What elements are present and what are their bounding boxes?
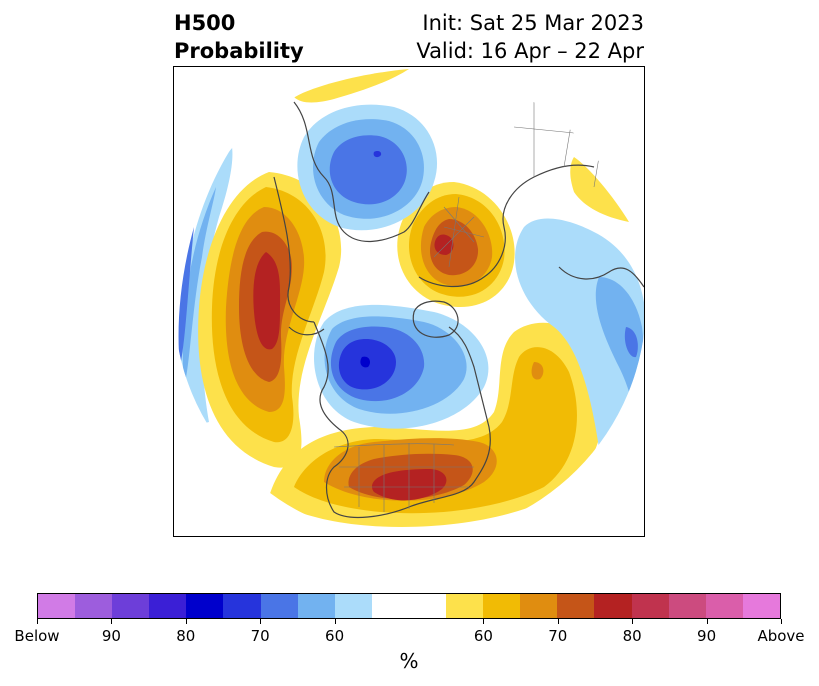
colorbar-tick-mark	[111, 619, 113, 624]
colorbar-tick-mark	[557, 619, 559, 624]
colorbar-segment	[186, 594, 224, 618]
colorbar-segment	[38, 594, 76, 618]
colorbar-tick-mark	[334, 619, 336, 624]
colorbar-segment	[742, 594, 780, 618]
colorbar-segment	[520, 594, 558, 618]
border-asia	[513, 97, 615, 188]
init-time: Init: Sat 25 Mar 2023	[422, 11, 644, 35]
colorbar-tick-label: Above	[757, 627, 805, 645]
colorbar-segment	[149, 594, 187, 618]
colorbar-tick-label: 60	[473, 627, 493, 645]
colorbar-tick-label: 90	[101, 627, 121, 645]
below-75-spot-asia	[373, 151, 382, 158]
colorbar-tick-label: 70	[250, 627, 270, 645]
below-80-spot-canada	[360, 356, 370, 368]
colorbar-segment	[297, 594, 335, 618]
below-60-region-west	[179, 147, 233, 423]
border-us-canada	[333, 443, 455, 448]
colorbar-segment	[112, 594, 150, 618]
colorbar-segment	[557, 594, 595, 618]
border-europe	[433, 196, 485, 268]
below-65-region-west	[182, 187, 216, 387]
coastline-greenland	[412, 300, 459, 338]
colorbar-segment	[631, 594, 669, 618]
above-70-spot-atlantic	[531, 362, 544, 380]
colorbar-segment	[260, 594, 298, 618]
coastline-kamchatka	[273, 176, 315, 323]
coastlines	[273, 101, 644, 518]
colorbar-segment	[594, 594, 632, 618]
colorbar-tick-mark	[185, 619, 187, 624]
colorbar-segment	[75, 594, 113, 618]
above-60-region-north	[294, 69, 409, 103]
title-line-2: Probability	[174, 39, 304, 63]
coastline-north-america	[313, 321, 491, 518]
border-us-states	[339, 443, 474, 512]
above-60-region-northeast	[570, 157, 629, 222]
above-80-region-pacific	[253, 252, 281, 350]
colorbar-segment	[334, 594, 372, 618]
colorbar-segment	[371, 594, 409, 618]
below-70-region-asia	[329, 135, 407, 205]
colorbar	[37, 593, 781, 619]
coastline-asia	[293, 101, 430, 243]
below-70-region-west	[178, 227, 194, 367]
colorbar-tick-label: 80	[176, 627, 196, 645]
colorbar-segment	[483, 594, 521, 618]
colorbar-tick-mark	[483, 619, 485, 624]
forecast-times: Init: Sat 25 Mar 2023 Valid: 16 Apr – 22…	[416, 9, 644, 65]
coastline-africa	[558, 266, 644, 288]
map-canvas	[174, 67, 644, 536]
colorbar-tick-mark	[781, 619, 782, 624]
colorbar-tick-label: 70	[548, 627, 568, 645]
colorbar-tick-label: 90	[697, 627, 717, 645]
coastline-europe	[418, 164, 595, 288]
valid-time: Valid: 16 Apr – 22 Apr	[416, 39, 644, 63]
probability-map	[173, 66, 645, 537]
colorbar-tick-label: 80	[622, 627, 642, 645]
colorbar-segment	[705, 594, 743, 618]
colorbar-tick-mark	[260, 619, 262, 624]
above-80-region-europe	[434, 234, 454, 255]
colorbar-tick-mark	[37, 619, 38, 624]
colorbar-tick-label: Below	[14, 627, 60, 645]
country-borders	[333, 97, 615, 512]
coastline-alaska	[288, 326, 325, 336]
colorbar-tick-mark	[706, 619, 708, 624]
colorbar-segment	[446, 594, 484, 618]
title-line-1: H500	[174, 11, 236, 35]
colorbar-tick-label: 60	[325, 627, 345, 645]
colorbar-segment	[223, 594, 261, 618]
colorbar-segment	[408, 594, 447, 618]
colorbar-tick-mark	[632, 619, 634, 624]
below-70-spot-east	[624, 327, 638, 358]
colorbar-unit-label: %	[399, 649, 419, 673]
colorbar-segment	[668, 594, 706, 618]
chart-title: H500 Probability	[174, 9, 304, 65]
